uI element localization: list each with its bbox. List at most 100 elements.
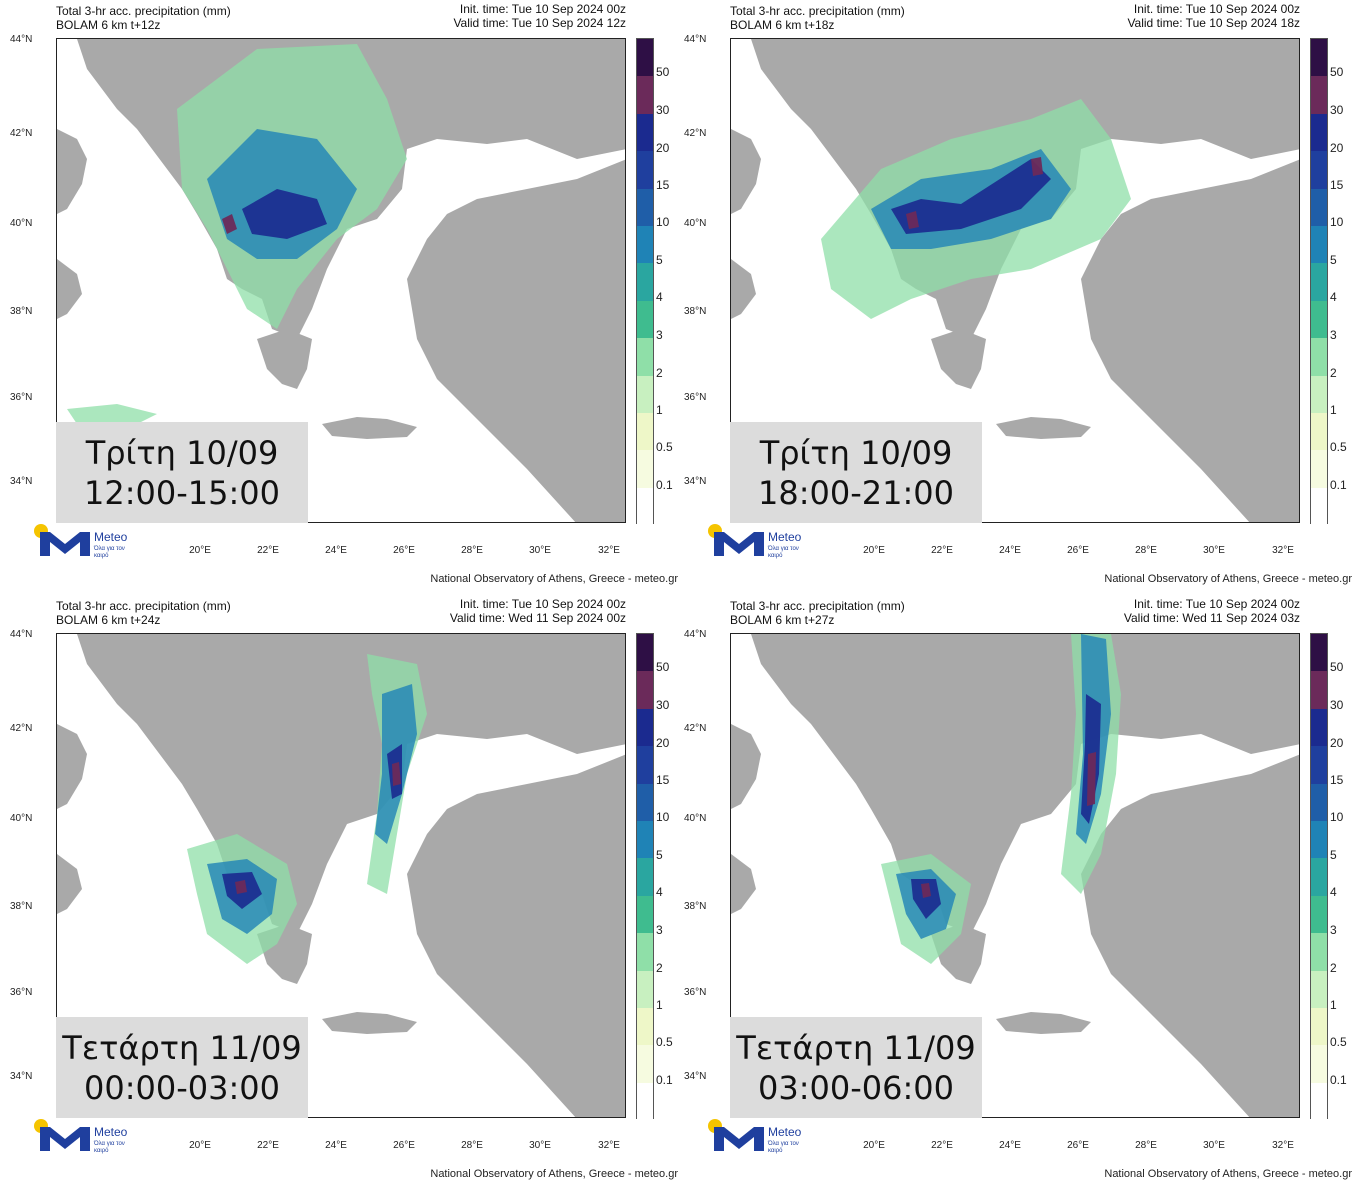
title-line2: BOLAM 6 km t+27z xyxy=(730,613,835,627)
colorbar-step xyxy=(1311,1007,1327,1046)
lat-label: 34°N xyxy=(10,476,33,487)
colorbar-label: 4 xyxy=(1330,885,1337,899)
lon-label: 30°E xyxy=(529,545,551,556)
colorbar-label: 0.1 xyxy=(656,478,673,492)
land-crete xyxy=(996,1012,1091,1034)
colorbar-step xyxy=(637,300,653,339)
lon-label: 20°E xyxy=(189,1140,211,1151)
colorbar-step xyxy=(637,412,653,451)
colorbar-label: 0.5 xyxy=(656,440,673,454)
map-graphic xyxy=(57,634,625,1117)
colorbar-label: 2 xyxy=(1330,961,1337,975)
title-line1: Total 3-hr acc. precipitation (mm) xyxy=(730,599,905,613)
forecast-panel: Total 3-hr acc. precipitation (mm) BOLAM… xyxy=(0,0,680,593)
valid-time: Valid time: Wed 11 Sep 2024 03z xyxy=(1123,611,1300,625)
colorbar-label: 4 xyxy=(656,290,663,304)
credit-text: National Observatory of Athens, Greece -… xyxy=(430,573,678,585)
colorbar-step xyxy=(1311,151,1327,189)
lat-label: 42°N xyxy=(684,723,707,734)
colorbar-step xyxy=(637,113,653,152)
land-crete xyxy=(322,1012,417,1034)
lat-label: 44°N xyxy=(684,629,707,640)
colorbar xyxy=(1310,633,1328,1121)
land-balkans xyxy=(77,634,625,934)
colorbar-step xyxy=(637,39,653,77)
lat-label: 36°N xyxy=(10,392,33,403)
colorbar-label: 15 xyxy=(656,773,670,787)
land-italy-heel xyxy=(731,129,761,214)
lon-label: 24°E xyxy=(999,1140,1021,1151)
colorbar-step xyxy=(637,1082,653,1121)
land-italy-heel xyxy=(57,129,87,214)
meteo-logo: Meteo Όλα για τον καιρό xyxy=(708,1117,828,1157)
lat-label: 44°N xyxy=(10,629,33,640)
title-line2: BOLAM 6 km t+12z xyxy=(56,18,161,32)
rain-area-mid xyxy=(896,634,1111,939)
meteo-logo: Meteo Όλα για τον καιρό xyxy=(34,522,154,562)
lon-label: 22°E xyxy=(257,1140,279,1151)
colorbar-label: 10 xyxy=(1330,810,1344,824)
title-line1: Total 3-hr acc. precipitation (mm) xyxy=(56,4,231,18)
lon-label: 26°E xyxy=(393,1140,415,1151)
colorbar-label: 2 xyxy=(1330,366,1337,380)
land-anatolia xyxy=(1081,754,1299,1117)
land-calabria xyxy=(57,259,82,319)
lat-label: 42°N xyxy=(10,128,33,139)
colorbar-label: 0.1 xyxy=(1330,1073,1347,1087)
colorbar-step xyxy=(637,746,653,784)
colorbar-label: 20 xyxy=(656,141,670,155)
colorbar-step xyxy=(1311,858,1327,896)
logo-brand: Meteo xyxy=(768,530,802,544)
colorbar-label: 2 xyxy=(656,961,663,975)
lon-label: 30°E xyxy=(529,1140,551,1151)
credit-text: National Observatory of Athens, Greece -… xyxy=(1104,1168,1352,1180)
colorbar-step xyxy=(1311,487,1327,526)
colorbar-label: 50 xyxy=(656,65,670,79)
colorbar-step xyxy=(1311,188,1327,226)
colorbar-step xyxy=(637,970,653,1008)
precipitation-map xyxy=(730,633,1300,1118)
lat-label: 38°N xyxy=(10,306,33,317)
lon-label: 28°E xyxy=(461,545,483,556)
date-time-box: Τετάρτη 11/09 00:00-03:00 xyxy=(56,1017,308,1118)
meteo-logo: Meteo Όλα για τον καιρό xyxy=(708,522,828,562)
colorbar-label: 1 xyxy=(1330,998,1337,1012)
valid-time: Valid time: Wed 11 Sep 2024 00z xyxy=(449,611,626,625)
colorbar-step xyxy=(1311,895,1327,934)
colorbar-step xyxy=(1311,39,1327,77)
land-balkans xyxy=(751,634,1299,934)
credit-text: National Observatory of Athens, Greece -… xyxy=(1104,573,1352,585)
colorbar-step xyxy=(637,634,653,672)
colorbar-label: 50 xyxy=(656,660,670,674)
rain-area-core xyxy=(242,189,327,239)
date-time-box: Τετάρτη 11/09 03:00-06:00 xyxy=(730,1017,982,1118)
rain-area-core xyxy=(891,159,1051,234)
colorbar-label: 0.5 xyxy=(1330,440,1347,454)
colorbar-label: 5 xyxy=(656,848,663,862)
colorbar-label: 1 xyxy=(656,403,663,417)
colorbar xyxy=(1310,38,1328,526)
panel-title: Total 3-hr acc. precipitation (mm) BOLAM… xyxy=(56,4,231,32)
day-label: Τρίτη 10/09 xyxy=(85,433,279,472)
colorbar-label: 5 xyxy=(1330,848,1337,862)
credit-text: National Observatory of Athens, Greece -… xyxy=(430,1168,678,1180)
colorbar-step xyxy=(1311,225,1327,264)
logo-tagline: Όλα για τον καιρό xyxy=(94,546,125,559)
colorbar-step xyxy=(637,487,653,526)
colorbar-label: 5 xyxy=(656,253,663,267)
colorbar-label: 4 xyxy=(656,885,663,899)
forecast-panel: Total 3-hr acc. precipitation (mm) BOLAM… xyxy=(674,0,1354,593)
colorbar-step xyxy=(1311,708,1327,747)
colorbar-step xyxy=(637,933,653,971)
precipitation-map xyxy=(56,38,626,523)
land-anatolia xyxy=(407,754,625,1117)
lon-label: 26°E xyxy=(1067,545,1089,556)
m-logo-icon xyxy=(714,1127,764,1151)
panel-title: Total 3-hr acc. precipitation (mm) BOLAM… xyxy=(730,4,905,32)
colorbar-step xyxy=(637,375,653,413)
colorbar-step xyxy=(1311,263,1327,301)
colorbar-label: 30 xyxy=(1330,103,1344,117)
lat-label: 38°N xyxy=(684,901,707,912)
colorbar-label: 10 xyxy=(1330,215,1344,229)
forecast-panel: Total 3-hr acc. precipitation (mm) BOLAM… xyxy=(674,595,1354,1188)
